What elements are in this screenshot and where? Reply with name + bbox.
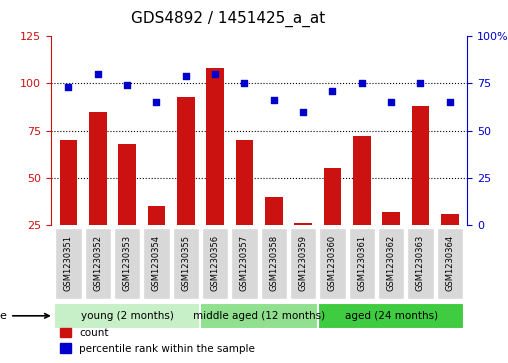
Point [417,81,425,86]
Text: GSM1230351: GSM1230351 [64,235,73,291]
Point [240,81,248,86]
Bar [324,168,341,272]
Point [123,82,131,88]
Bar [236,140,253,272]
Text: GSM1230355: GSM1230355 [181,235,190,291]
FancyBboxPatch shape [114,228,140,299]
Text: GSM1230354: GSM1230354 [152,235,161,291]
FancyBboxPatch shape [84,228,111,299]
Bar [148,206,165,272]
FancyBboxPatch shape [202,228,228,299]
Bar [353,136,370,272]
Point [152,99,161,105]
FancyBboxPatch shape [54,303,201,329]
Text: GSM1230361: GSM1230361 [357,235,366,291]
Point [65,84,73,90]
Bar [383,212,400,272]
Text: young (2 months): young (2 months) [81,311,174,321]
Bar [59,140,77,272]
Point [270,98,278,103]
Bar [206,68,224,272]
FancyBboxPatch shape [173,228,199,299]
Text: aged (24 months): aged (24 months) [344,311,438,321]
Point [182,73,190,79]
FancyBboxPatch shape [290,228,316,299]
Text: GSM1230353: GSM1230353 [122,235,132,291]
FancyBboxPatch shape [318,303,464,329]
FancyBboxPatch shape [231,228,258,299]
Text: GSM1230359: GSM1230359 [299,235,307,291]
FancyBboxPatch shape [55,228,82,299]
Text: GSM1230352: GSM1230352 [93,235,102,291]
FancyBboxPatch shape [319,228,345,299]
Point [446,99,454,105]
Legend: count, percentile rank within the sample: count, percentile rank within the sample [56,324,259,358]
Point [211,71,219,77]
Bar [265,197,282,272]
Text: GSM1230356: GSM1230356 [211,235,219,291]
Text: GSM1230358: GSM1230358 [269,235,278,291]
FancyBboxPatch shape [407,228,434,299]
Point [387,99,395,105]
Point [299,109,307,115]
FancyBboxPatch shape [143,228,170,299]
Text: GSM1230363: GSM1230363 [416,235,425,291]
FancyBboxPatch shape [378,228,404,299]
Text: GSM1230362: GSM1230362 [387,235,396,291]
Bar [441,214,459,272]
Bar [294,223,312,272]
Text: age: age [0,311,49,321]
Text: GSM1230364: GSM1230364 [445,235,454,291]
Text: GDS4892 / 1451425_a_at: GDS4892 / 1451425_a_at [132,11,326,27]
Point [358,81,366,86]
Bar [177,97,195,272]
Text: GSM1230357: GSM1230357 [240,235,249,291]
Text: GSM1230360: GSM1230360 [328,235,337,291]
FancyBboxPatch shape [261,228,287,299]
Bar [411,106,429,272]
Point [93,71,102,77]
Bar [118,144,136,272]
FancyBboxPatch shape [201,303,318,329]
Text: middle aged (12 months): middle aged (12 months) [193,311,325,321]
FancyBboxPatch shape [348,228,375,299]
FancyBboxPatch shape [436,228,463,299]
Point [328,88,336,94]
Bar [89,112,107,272]
